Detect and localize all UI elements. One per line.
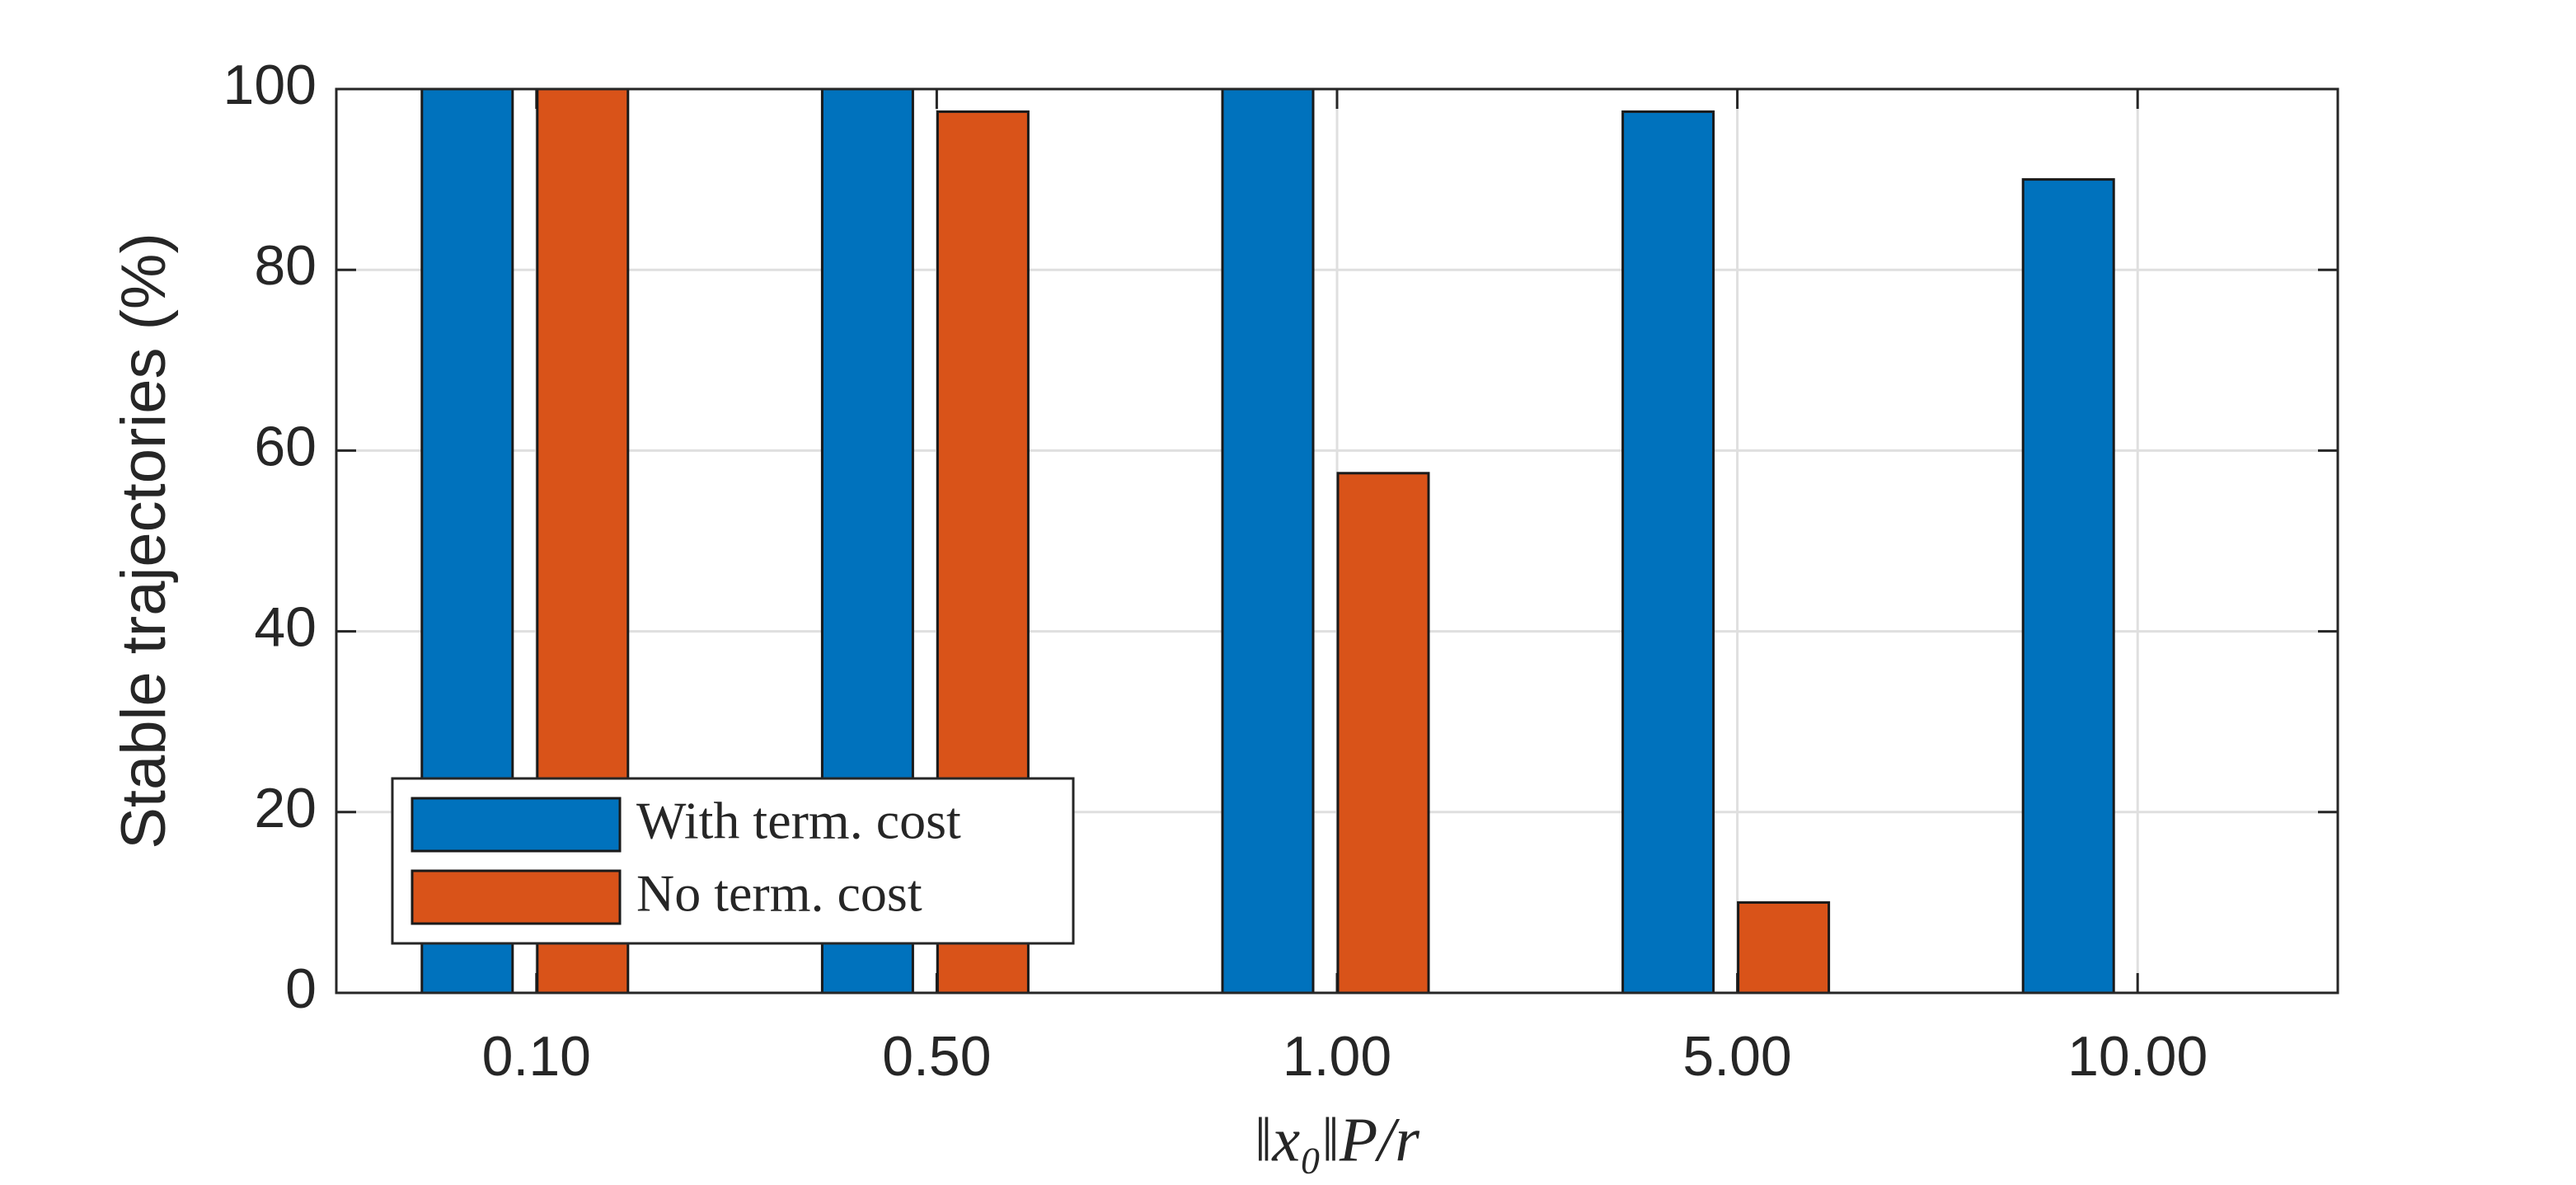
y-tick-label: 0 <box>285 957 317 1020</box>
bar <box>1221 87 1315 995</box>
x-tick-label: 1.00 <box>1283 1025 1391 1088</box>
legend-swatch <box>411 797 622 853</box>
y-tick-label: 20 <box>254 777 317 839</box>
y-tick-label: 60 <box>254 415 317 477</box>
bar <box>1336 472 1430 995</box>
legend-label: No term. cost <box>636 864 922 923</box>
y-tick-label: 100 <box>223 54 317 116</box>
legend-swatch <box>411 869 622 925</box>
x-tick-label: 10.00 <box>2067 1025 2208 1088</box>
y-tick-label: 40 <box>254 596 317 659</box>
y-tick-label: 80 <box>254 234 317 297</box>
legend-label: With term. cost <box>636 792 961 850</box>
x-tick-label: 5.00 <box>1682 1025 1791 1088</box>
axes-box <box>335 87 2339 995</box>
bar <box>1621 110 1715 995</box>
y-axis-label: Stable trajectories (%) <box>109 233 179 849</box>
x-tick-label: 0.50 <box>882 1025 991 1088</box>
x-axis-label: ‖x₀‖P/r <box>1255 1105 1419 1174</box>
x-tick-label: 0.10 <box>482 1025 591 1088</box>
bar <box>2021 178 2115 995</box>
bar <box>1737 901 1831 995</box>
